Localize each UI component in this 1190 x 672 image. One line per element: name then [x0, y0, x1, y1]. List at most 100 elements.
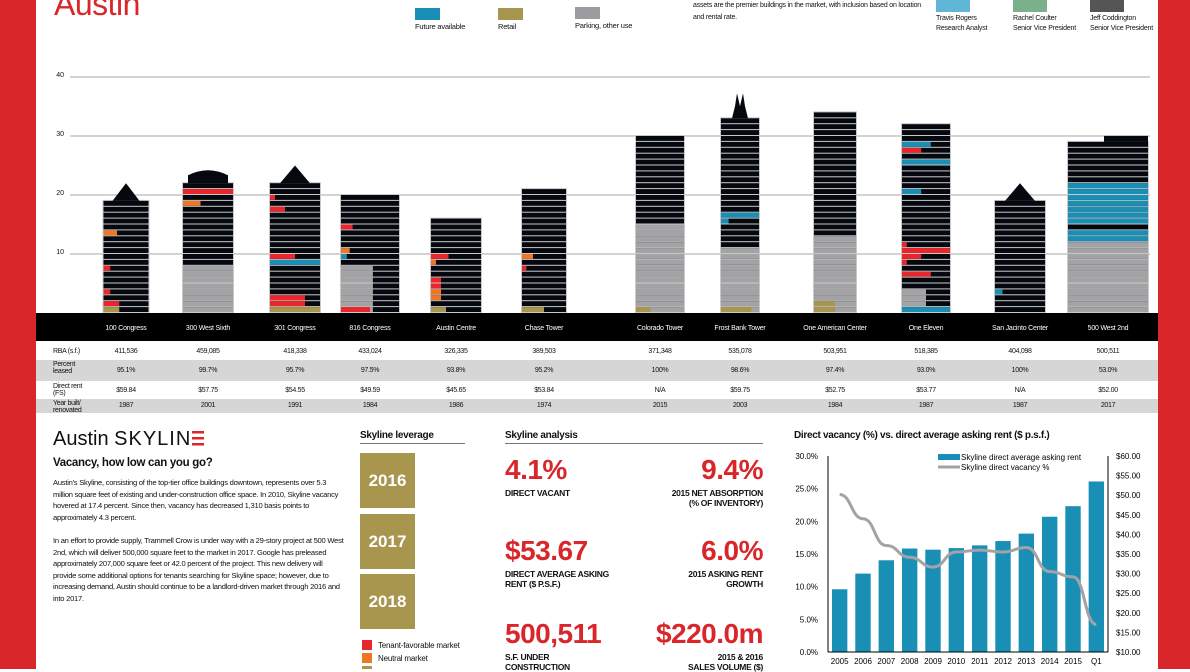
divider: [505, 443, 763, 444]
stat-label: S.F. UNDER CONSTRUCTION: [505, 652, 570, 672]
floor-parking: [721, 260, 759, 265]
floor: [995, 248, 1045, 253]
floor-parking: [721, 266, 759, 271]
floor: [636, 189, 684, 194]
floor-parking: [1068, 242, 1148, 247]
floor: [902, 183, 950, 188]
floor-parking: [721, 289, 759, 294]
left-axis-tick: 25.0%: [795, 485, 818, 494]
floor-parking: [814, 248, 856, 253]
left-axis-tick: 10.0%: [795, 583, 818, 592]
skyline-paragraph-2: In an effort to provide supply, Trammell…: [53, 535, 345, 604]
building-name-label: Chase Tower: [525, 325, 564, 332]
floor: [995, 260, 1045, 265]
floor-parking: [183, 307, 233, 312]
table-cell: 2001: [201, 402, 215, 409]
floor: [522, 207, 566, 212]
building-chase-tower: [521, 188, 567, 313]
floor-parking: [902, 301, 926, 306]
floor: [995, 295, 1045, 300]
floor-parking: [814, 289, 856, 294]
floor: [721, 130, 759, 135]
y-tick-label: 30: [44, 131, 64, 138]
building-name-label: Colorado Tower: [637, 325, 683, 332]
floor: [995, 213, 1045, 218]
table-cell: 500,511: [1097, 348, 1120, 355]
table-cell: $52.00: [1098, 387, 1118, 394]
floor: [270, 248, 320, 253]
floor: [341, 201, 399, 206]
table-cell: 518,385: [914, 348, 937, 355]
table-cell: 1984: [828, 402, 842, 409]
floor: [104, 242, 149, 247]
floor: [270, 289, 320, 294]
x-tick-label: 2010: [947, 657, 965, 666]
floor: [270, 272, 320, 277]
table-cell: 98.6%: [731, 367, 749, 374]
floor-parking: [183, 272, 233, 277]
floor-red: [183, 189, 233, 194]
floor: [721, 148, 759, 153]
floor-future: [341, 254, 347, 259]
table-cell: 371,348: [648, 348, 671, 355]
building-name-label: Frost Bank Tower: [714, 325, 765, 332]
floor-parking: [636, 242, 684, 247]
row-label: Direct rent (FS): [53, 383, 82, 397]
table-cell: 404,098: [1008, 348, 1031, 355]
floor-parking: [721, 248, 759, 253]
floor: [104, 260, 149, 265]
table-cell: 95.2%: [535, 367, 553, 374]
floor: [636, 213, 684, 218]
building-301-congress: [269, 166, 321, 314]
floor: [522, 195, 566, 200]
floor: [902, 195, 950, 200]
analysis-title: Skyline analysis: [505, 430, 577, 441]
floor: [104, 201, 149, 206]
floor-future: [902, 307, 950, 312]
floor: [814, 201, 856, 206]
floor: [995, 272, 1045, 277]
floor-future: [270, 260, 320, 265]
floor-orange: [341, 248, 350, 253]
building-300-west-sixth: [182, 170, 234, 313]
floor: [636, 183, 684, 188]
table-cell: $49.59: [360, 387, 380, 394]
skyline-title: Austin SKYLIN: [53, 428, 205, 451]
floor-parking: [1068, 266, 1148, 271]
floor: [814, 219, 856, 224]
table-cell: 53.0%: [1099, 367, 1117, 374]
table-cell: 1991: [288, 402, 302, 409]
table-cell: 535,078: [728, 348, 751, 355]
table-cell: 93.0%: [917, 367, 935, 374]
floor: [902, 230, 950, 235]
table-cell: 1987: [1013, 402, 1027, 409]
floor-red: [902, 260, 907, 265]
row-label: Year built/ renovated: [53, 400, 81, 414]
table-cell: 411,536: [115, 348, 138, 355]
building-name-label: San Jacinto Center: [992, 325, 1048, 332]
floor: [183, 236, 233, 241]
floor: [995, 301, 1045, 306]
legend-label: Tenant-favorable market: [378, 641, 460, 650]
floor-retail: [814, 307, 835, 312]
leverage-title: Skyline leverage: [360, 430, 434, 441]
floor-parking: [636, 272, 684, 277]
table-cell: 1974: [537, 402, 551, 409]
roof-crown: [1104, 136, 1148, 142]
table-cell: $52.75: [825, 387, 845, 394]
floor-parking: [721, 272, 759, 277]
floor: [814, 195, 856, 200]
table-cell: 503,951: [823, 348, 846, 355]
floor: [814, 189, 856, 194]
building-100-congress: [103, 183, 150, 313]
table-cell: 1987: [119, 402, 133, 409]
floor-parking: [814, 260, 856, 265]
floor: [104, 213, 149, 218]
right-axis-tick: $10.00: [1116, 648, 1141, 657]
floor: [721, 136, 759, 141]
right-axis-tick: $35.00: [1116, 550, 1141, 559]
floor: [431, 219, 481, 224]
floor: [814, 154, 856, 159]
floor: [814, 177, 856, 182]
right-axis-tick: $15.00: [1116, 628, 1141, 637]
